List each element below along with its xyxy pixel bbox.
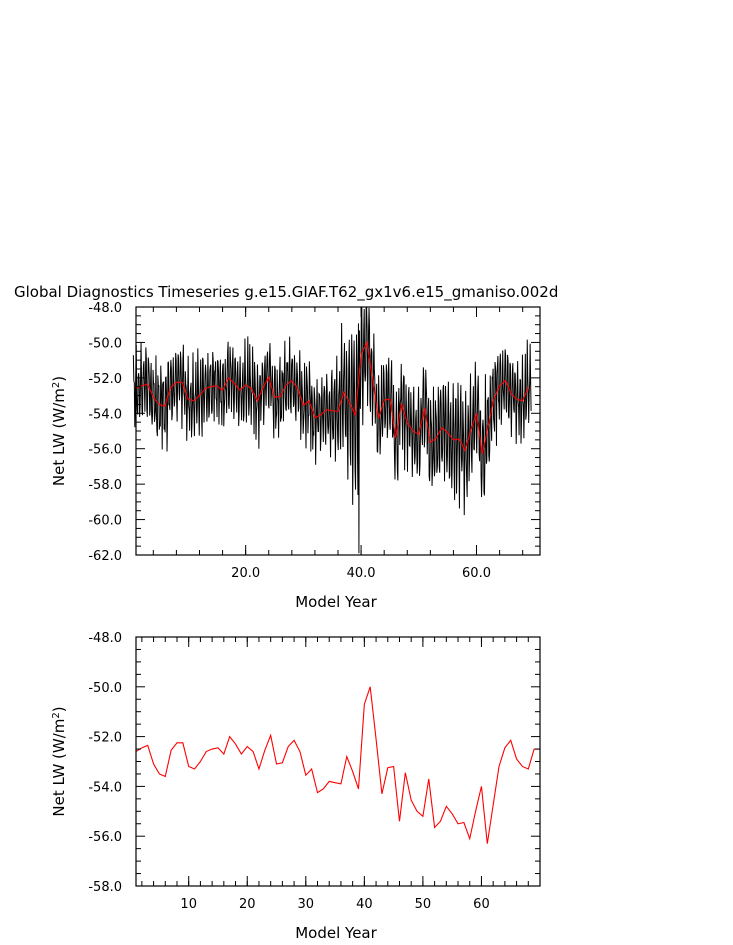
y-tick-label: -54.0 bbox=[88, 780, 122, 795]
y-tick-label: -52.0 bbox=[88, 372, 122, 387]
x-tick-label: 40.0 bbox=[347, 566, 376, 581]
x-tick-label: 60 bbox=[473, 897, 490, 912]
y-tick-label: -50.0 bbox=[88, 681, 122, 696]
x-tick-label: 20.0 bbox=[231, 566, 260, 581]
y-tick-label: -58.0 bbox=[88, 880, 122, 895]
series-line-monthly bbox=[132, 307, 532, 554]
x-tick-label: 40 bbox=[356, 897, 373, 912]
x-tick-label: 20 bbox=[239, 897, 256, 912]
bottom-panel: -58.0 -56.0 -54.0 -52.0 -50.0 -48.0 10 20 30 40 50… bbox=[50, 631, 541, 942]
series-line-annual-mean bbox=[135, 686, 540, 844]
y-tick-label: -56.0 bbox=[88, 443, 122, 458]
y-tick-label: -56.0 bbox=[88, 830, 122, 845]
y-tick-label: -62.0 bbox=[88, 549, 122, 564]
x-tick-label: 30 bbox=[298, 897, 315, 912]
y-axis-label: Net LW (W/m2) bbox=[50, 376, 68, 486]
series-line-annual-mean bbox=[135, 340, 529, 455]
plot-frame bbox=[135, 636, 541, 887]
chart-title: Global Diagnostics Timeseries g.e15.GIAF… bbox=[14, 283, 558, 302]
y-tick-label: -48.0 bbox=[88, 301, 122, 316]
y-tick-label: -58.0 bbox=[88, 478, 122, 493]
top-panel: -62.0 -60.0 -58.0 -56.0 -54.0 -52.0 -50.0 -48.0… bbox=[50, 301, 541, 611]
y-tick-label: -48.0 bbox=[88, 631, 122, 646]
y-axis-label: Net LW (W/m2) bbox=[50, 706, 68, 816]
y-tick-label: -50.0 bbox=[88, 336, 122, 351]
y-tick-label: -54.0 bbox=[88, 407, 122, 422]
x-axis-label: Model Year bbox=[295, 924, 377, 942]
x-tick-label: 10 bbox=[180, 897, 197, 912]
x-tick-label: 60.0 bbox=[462, 566, 491, 581]
y-tick-label: -52.0 bbox=[88, 731, 122, 746]
x-axis-label: Model Year bbox=[295, 593, 377, 611]
y-tick-label: -60.0 bbox=[88, 514, 122, 529]
x-tick-label: 50 bbox=[415, 897, 432, 912]
